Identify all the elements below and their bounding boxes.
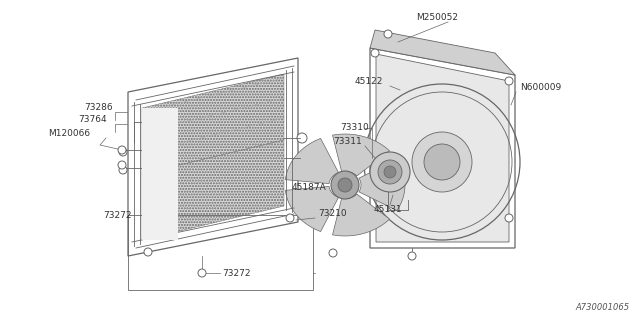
Circle shape: [297, 133, 307, 143]
Circle shape: [118, 161, 126, 169]
Text: 73310: 73310: [340, 124, 369, 132]
Circle shape: [338, 178, 352, 192]
Circle shape: [329, 249, 337, 257]
Text: 45122: 45122: [355, 77, 383, 86]
Circle shape: [378, 160, 402, 184]
Text: M250052: M250052: [416, 13, 458, 22]
Polygon shape: [142, 140, 284, 240]
Text: 45187A: 45187A: [292, 183, 327, 193]
Circle shape: [198, 269, 206, 277]
Text: N600009: N600009: [520, 84, 561, 92]
Polygon shape: [333, 134, 390, 176]
Circle shape: [144, 248, 152, 256]
Text: 73286: 73286: [84, 103, 113, 113]
Circle shape: [505, 77, 513, 85]
Polygon shape: [370, 30, 515, 75]
Bar: [128, 215, 313, 290]
Circle shape: [118, 146, 126, 154]
Text: A730001065: A730001065: [576, 303, 630, 312]
Circle shape: [384, 166, 396, 178]
Circle shape: [384, 30, 392, 38]
Circle shape: [371, 49, 379, 57]
Polygon shape: [285, 187, 339, 232]
Text: 73311: 73311: [333, 138, 362, 147]
Circle shape: [424, 144, 460, 180]
Circle shape: [408, 252, 416, 260]
Circle shape: [370, 152, 410, 192]
Circle shape: [412, 132, 472, 192]
Text: 73764: 73764: [78, 116, 107, 124]
Polygon shape: [333, 194, 390, 236]
Polygon shape: [142, 108, 178, 240]
Text: 73272: 73272: [222, 268, 250, 277]
Polygon shape: [142, 74, 284, 174]
Polygon shape: [285, 139, 339, 184]
Text: 73210: 73210: [318, 209, 347, 218]
Circle shape: [286, 214, 294, 222]
Text: M120066: M120066: [48, 130, 90, 139]
Text: 45131: 45131: [374, 205, 403, 214]
Circle shape: [331, 171, 359, 199]
Circle shape: [119, 148, 127, 156]
Circle shape: [297, 153, 307, 163]
Circle shape: [505, 214, 513, 222]
Text: 73272: 73272: [103, 211, 131, 220]
Polygon shape: [376, 54, 509, 242]
Polygon shape: [359, 159, 405, 211]
Circle shape: [119, 166, 127, 174]
